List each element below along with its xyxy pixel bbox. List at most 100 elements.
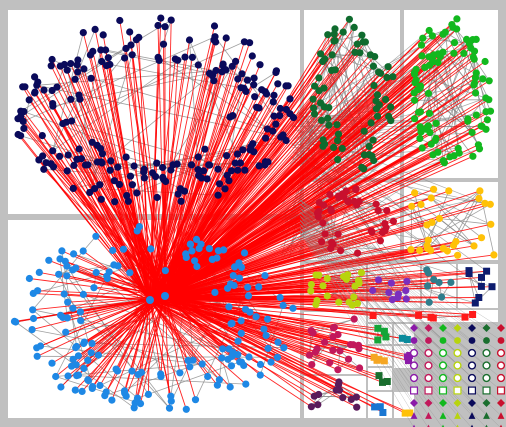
- node-g4: [411, 115, 419, 123]
- intra-edge-g4: [422, 37, 470, 44]
- node-g2: [256, 371, 264, 379]
- node-g5: [374, 207, 382, 215]
- node-g19: [376, 403, 384, 411]
- node-g1: [223, 152, 231, 160]
- node-g6: [423, 221, 431, 229]
- inter-edge-g2: [37, 290, 166, 297]
- node-g1: [74, 56, 82, 64]
- node-g1: [269, 127, 277, 135]
- node-g1: [237, 84, 245, 92]
- node-g1: [181, 53, 189, 61]
- node-g2: [84, 356, 92, 364]
- node-g6: [454, 251, 462, 259]
- inter-edge-g6: [164, 204, 422, 297]
- inter-edge-g4: [149, 18, 458, 301]
- node-g6: [416, 246, 424, 254]
- node-g2: [92, 268, 100, 277]
- node-g2: [244, 283, 252, 291]
- node-g6: [481, 199, 489, 207]
- node-g17: [383, 378, 391, 385]
- grid-node: [409, 361, 419, 370]
- node-g5: [344, 198, 352, 206]
- inter-edge-g2: [149, 299, 220, 380]
- node-g7: [323, 274, 331, 282]
- node-g1: [263, 125, 271, 133]
- node-g1: [227, 167, 236, 175]
- node-g12: [465, 270, 473, 277]
- inter-edge-g1: [164, 65, 224, 297]
- grid-node: [468, 386, 477, 395]
- inter-edge-g1: [164, 42, 251, 297]
- node-g2: [45, 256, 53, 264]
- grid-node: [467, 373, 477, 383]
- grid-node: [409, 348, 419, 358]
- node-g1: [270, 91, 278, 99]
- node-g5: [367, 227, 375, 235]
- node-g3: [310, 104, 318, 112]
- node-g2: [208, 255, 216, 263]
- node-g1: [56, 152, 64, 160]
- node-g11: [424, 282, 432, 290]
- node-g2: [220, 246, 228, 254]
- node-g3: [370, 81, 378, 90]
- node-g1: [203, 175, 211, 183]
- inter-edge-g1: [89, 54, 151, 301]
- node-g15: [370, 353, 378, 361]
- node-g1: [110, 177, 118, 185]
- grid-node: [410, 399, 418, 407]
- node-g3: [330, 37, 338, 45]
- node-g1: [167, 16, 175, 24]
- node-g2: [273, 353, 282, 361]
- node-g5: [383, 207, 391, 215]
- node-g10: [387, 279, 395, 287]
- node-g2: [252, 313, 260, 321]
- node-g1: [159, 173, 167, 181]
- node-g2: [240, 361, 248, 369]
- node-g1: [286, 95, 294, 103]
- node-g14: [382, 333, 390, 341]
- node-g2: [73, 342, 81, 351]
- node-g2: [12, 318, 20, 326]
- node-g1: [115, 180, 124, 189]
- node-g3: [311, 82, 319, 90]
- node-g1: [180, 187, 189, 195]
- node-g1: [69, 184, 77, 192]
- node-g1: [63, 66, 71, 74]
- inter-edge-g2: [149, 299, 187, 410]
- node-g3: [339, 28, 347, 36]
- node-g3: [365, 142, 373, 150]
- node-g1: [91, 185, 99, 193]
- node-g1: [239, 146, 247, 154]
- node-g4: [410, 69, 418, 77]
- node-g3: [389, 73, 397, 81]
- node-g1: [274, 80, 282, 88]
- node-g4: [439, 157, 447, 165]
- intra-edge-g2: [59, 258, 68, 318]
- grid-node: [482, 361, 491, 370]
- inter-edge-g6: [164, 239, 429, 297]
- inter-edge-g1: [133, 165, 166, 297]
- grid-node: [483, 412, 490, 419]
- node-g2: [289, 304, 297, 312]
- node-g2: [55, 270, 63, 278]
- node-g9: [314, 401, 322, 409]
- node-g2: [72, 264, 80, 272]
- grid-node: [410, 324, 418, 332]
- inter-edge-g6: [149, 250, 448, 301]
- node-g2: [92, 232, 100, 240]
- grid-edge: [299, 223, 473, 404]
- inter-edge-g2: [105, 295, 166, 393]
- node-g1: [214, 191, 222, 199]
- node-g4: [424, 89, 433, 97]
- node-g3: [372, 105, 380, 113]
- grid-node: [453, 373, 462, 383]
- inter-edge-g2: [136, 230, 151, 301]
- node-g2: [52, 372, 60, 381]
- node-g1: [128, 181, 136, 189]
- node-g4: [411, 79, 419, 87]
- node-g2: [34, 287, 42, 295]
- nodes: [10, 14, 506, 427]
- node-g3: [382, 95, 390, 103]
- node-g10: [374, 276, 383, 284]
- node-g8: [321, 338, 329, 346]
